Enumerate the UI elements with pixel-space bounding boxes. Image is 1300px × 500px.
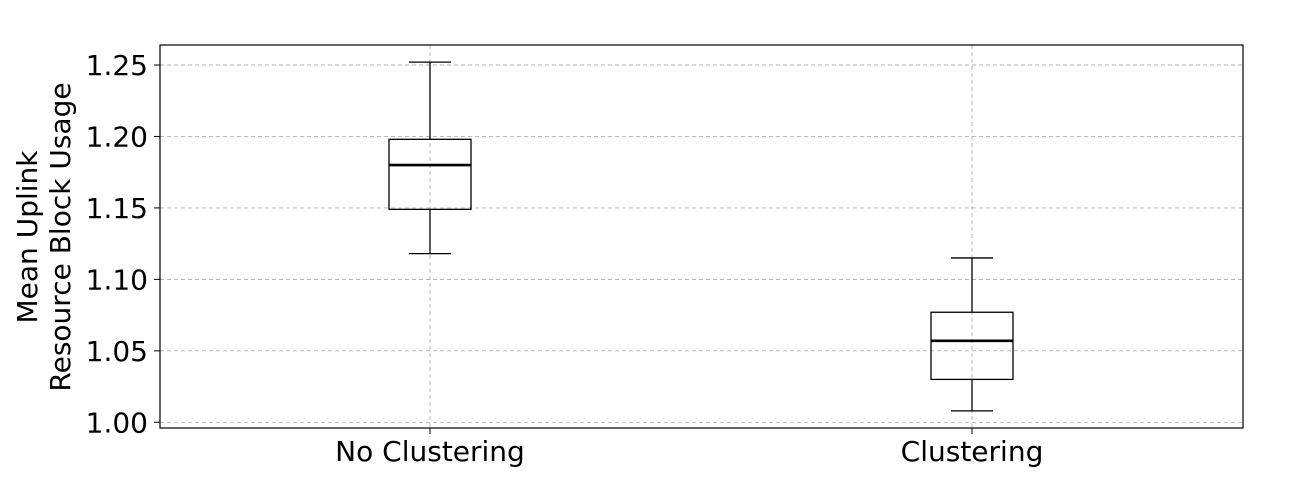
y-axis-title-line-2: Resource Block Usage xyxy=(44,82,77,391)
box-no-clustering xyxy=(388,61,472,255)
y-tick-label: 1.05 xyxy=(86,335,148,368)
box-series xyxy=(388,61,1014,412)
box-clustering xyxy=(930,257,1014,412)
y-tick-label: 1.25 xyxy=(86,49,148,82)
axis-ticks: 1.00 1.05 1.10 1.15 1.20 1.25 No Clustering Clu… xyxy=(86,49,1044,468)
y-tick-label: 1.15 xyxy=(86,192,148,225)
y-axis-title: Mean Uplink Resource Block Usage xyxy=(11,82,77,391)
grid-lines xyxy=(160,45,1243,428)
y-tick-label: 1.10 xyxy=(86,263,148,296)
y-tick-label: 1.20 xyxy=(86,120,148,153)
iqr-box xyxy=(930,311,1014,381)
x-tick-label: Clustering xyxy=(901,435,1044,468)
x-tick-label: No Clustering xyxy=(335,435,525,468)
iqr-box xyxy=(388,138,472,210)
y-axis-title-line-1: Mean Uplink xyxy=(11,150,44,324)
y-tick-label: 1.00 xyxy=(86,406,148,439)
plot-area-frame xyxy=(159,44,1244,429)
